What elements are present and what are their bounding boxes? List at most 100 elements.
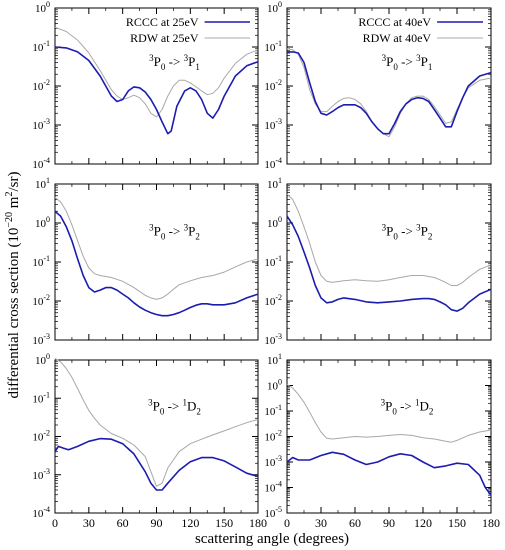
- y-tick-exponent: -3: [43, 467, 50, 476]
- transition-part: 3: [416, 53, 421, 63]
- y-tick-base: 10: [264, 483, 276, 495]
- transition-label: 3P0 -> 1D2: [381, 397, 434, 416]
- y-tick-label: 10-4: [264, 156, 282, 171]
- y-tick-label: 101: [267, 176, 282, 191]
- y-tick-exponent: -2: [43, 429, 50, 438]
- transition-part: 2: [195, 231, 200, 241]
- transition-part: 3: [416, 222, 421, 232]
- legend-label: RCCC at 40eV: [358, 15, 431, 29]
- y-tick-exponent: 1: [278, 176, 282, 185]
- y-tick-base: 10: [35, 218, 47, 230]
- series-line-rdw: [54, 197, 259, 300]
- transition-part: 2: [429, 406, 434, 416]
- transition-part: P: [421, 223, 428, 238]
- y-tick-base: 10: [267, 355, 279, 367]
- y-tick-base: 10: [264, 406, 276, 418]
- y-tick-base: 10: [32, 508, 44, 520]
- series-line-rdw: [286, 383, 492, 443]
- y-tick-exponent: -2: [43, 293, 50, 302]
- series-line-rdw: [54, 26, 259, 118]
- y-tick-exponent: -1: [43, 254, 50, 263]
- plot-frame: [286, 183, 492, 341]
- transition-part: 1: [428, 62, 433, 72]
- y-tick-base: 10: [267, 381, 279, 393]
- y-tick-exponent: -4: [43, 505, 50, 514]
- y-tick-exponent: -1: [275, 254, 282, 263]
- y-tick-label: 101: [35, 176, 50, 191]
- transition-part: 0: [161, 231, 166, 241]
- y-tick-base: 10: [264, 42, 276, 54]
- y-tick-label: 10-1: [264, 254, 282, 269]
- y-tick-base: 10: [264, 159, 276, 171]
- y-tick-label: 10-2: [32, 293, 50, 308]
- legend-label: RDW at 25eV: [130, 31, 199, 45]
- transition-part: 0: [393, 231, 398, 241]
- y-tick-label: 10-2: [32, 78, 50, 93]
- transition-part: P: [154, 54, 161, 69]
- series-line-rccc: [286, 451, 492, 496]
- y-tick-label: 100: [267, 215, 282, 230]
- y-tick-label: 100: [267, 0, 282, 15]
- y-tick-base: 10: [35, 3, 47, 15]
- y-tick-exponent: -3: [275, 454, 282, 463]
- y-tick-base: 10: [32, 159, 44, 171]
- y-tick-exponent: -3: [43, 332, 50, 341]
- y-tick-exponent: -4: [43, 156, 50, 165]
- y-tick-label: 10-2: [264, 429, 282, 444]
- y-tick-exponent: -4: [275, 480, 282, 489]
- y-tick-exponent: -2: [275, 293, 282, 302]
- transition-part: P: [385, 398, 392, 413]
- y-tick-label: 10-3: [264, 454, 282, 469]
- y-tick-label: 10-1: [32, 390, 50, 405]
- transition-part: D: [187, 398, 196, 413]
- y-tick-label: 10-1: [264, 39, 282, 54]
- y-tick-label: 10-1: [32, 254, 50, 269]
- transition-label: 3P0 -> 1D2: [148, 397, 201, 416]
- y-tick-exponent: -1: [43, 39, 50, 48]
- transition-part: P: [153, 398, 160, 413]
- series-line-rccc: [54, 46, 259, 135]
- y-tick-label: 10-2: [32, 429, 50, 444]
- y-tick-exponent: -3: [275, 332, 282, 341]
- transition-label: 3P0 -> 3P2: [149, 222, 200, 241]
- y-tick-label: 10-2: [264, 78, 282, 93]
- transition-part: 3: [184, 222, 189, 232]
- y-tick-exponent: -3: [43, 117, 50, 126]
- y-tick-exponent: 0: [278, 215, 282, 224]
- transition-label: 3P0 -> 3P2: [382, 222, 433, 241]
- y-tick-base: 10: [32, 296, 44, 308]
- y-tick-exponent: -2: [43, 78, 50, 87]
- x-tick-label: 120: [181, 516, 199, 530]
- transition-part: ->: [398, 54, 416, 69]
- y-tick-base: 10: [32, 120, 44, 132]
- y-tick-base: 10: [264, 508, 276, 520]
- y-tick-label: 100: [35, 352, 50, 367]
- y-tick-label: 10-1: [264, 403, 282, 418]
- plot-frame: [286, 359, 492, 514]
- transition-part: P: [386, 54, 393, 69]
- series-line-rccc: [54, 437, 259, 491]
- transition-label: 3P0 -> 3P1: [382, 53, 433, 72]
- y-tick-label: 10-4: [32, 156, 50, 171]
- y-tick-base: 10: [35, 179, 47, 191]
- x-axis-title: scattering angle (degrees): [195, 531, 349, 547]
- y-tick-label: 100: [35, 0, 50, 15]
- transition-part: 3: [149, 222, 154, 232]
- y-tick-base: 10: [264, 457, 276, 469]
- transition-part: 2: [428, 231, 433, 241]
- x-tick-label: 30: [83, 516, 95, 530]
- transition-part: 1: [183, 397, 188, 407]
- x-tick-label: 150: [215, 516, 233, 530]
- transition-part: P: [386, 223, 393, 238]
- transition-part: 1: [195, 62, 200, 72]
- y-axis-title: differential cross section (10−20 m2/sr): [4, 172, 22, 399]
- y-tick-label: 10-3: [32, 117, 50, 132]
- x-tick-label: 0: [284, 516, 290, 530]
- series-line-rccc: [287, 51, 492, 135]
- x-tick-label: 180: [482, 516, 500, 530]
